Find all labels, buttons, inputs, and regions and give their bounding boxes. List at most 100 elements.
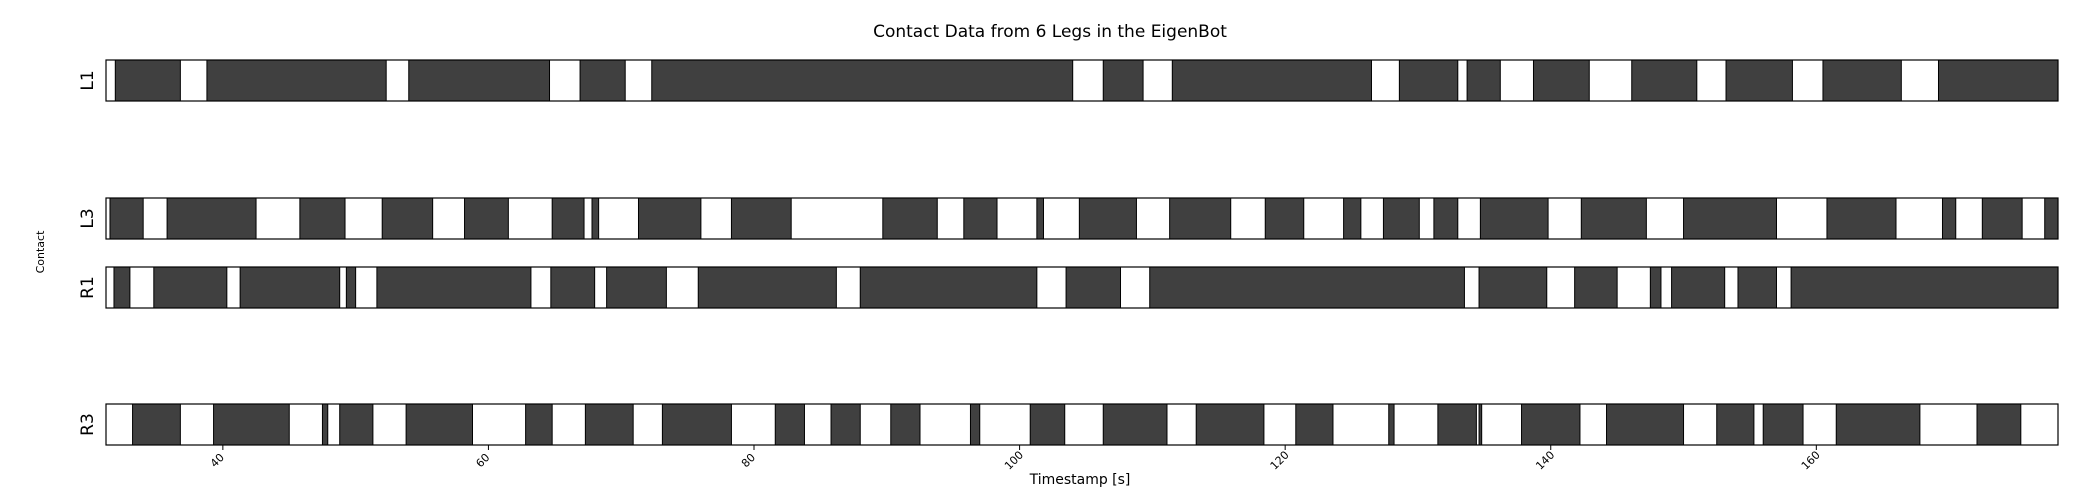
leg-label-r1: R1 [78,276,98,299]
contact-interval-l1 [1398,59,1459,102]
contact-interval-r1 [345,266,357,309]
contact-interval-l1 [1822,59,1902,102]
contact-interval-l1 [579,59,626,102]
contact-interval-l3 [464,197,509,240]
contact-interval-l3 [551,197,585,240]
x-tick-label: 160 [1799,449,1823,473]
contact-interval-r3 [1606,403,1685,446]
leg-track-l3: L3 [78,197,2059,240]
leg-frame-l1 [105,59,2059,102]
x-tick-label: 140 [1533,449,1557,473]
contact-interval-l3 [637,197,702,240]
contact-interval-l3 [730,197,792,240]
leg-frame-r3 [105,403,2059,446]
contact-interval-l3 [1580,197,1647,240]
contact-interval-r1 [697,266,837,309]
contact-interval-l3 [1826,197,1897,240]
contact-interval-r3 [132,403,181,446]
x-tick-label: 100 [1002,449,1026,473]
contact-interval-l3 [1479,197,1549,240]
contact-interval-r3 [890,403,921,446]
contact-interval-l3 [1169,197,1232,240]
contact-interval-r3 [584,403,634,446]
contact-interval-r1 [153,266,228,309]
contact-interval-r3 [1388,403,1395,446]
contact-interval-r3 [213,403,290,446]
contact-interval-r3 [661,403,732,446]
contact-interval-r3 [969,403,981,446]
contact-interval-r1 [1649,266,1662,309]
contact-interval-r3 [1029,403,1066,446]
contact-interval-r1 [1737,266,1777,309]
contact-interval-r1 [1478,266,1548,309]
leg-track-l1: L1 [78,59,2059,102]
contact-interval-l3 [166,197,257,240]
contact-interval-r3 [830,403,861,446]
contact-interval-l3 [591,197,600,240]
leg-track-r3: R3 [78,403,2059,446]
contact-interval-r3 [321,403,329,446]
leg-label-r3: R3 [78,413,98,436]
contact-interval-l1 [1631,59,1698,102]
leg-track-r1: R1 [78,266,2059,309]
contact-interval-r3 [1437,403,1477,446]
chart-title: Contact Data from 6 Legs in the EigenBot [873,22,1227,42]
contact-interval-l3 [1264,197,1305,240]
contact-interval-r3 [1102,403,1168,446]
contact-interval-l3 [1036,197,1044,240]
contact-interval-r3 [1521,403,1581,446]
contact-interval-r1 [376,266,532,309]
contact-interval-r3 [1762,403,1804,446]
contact-interval-r1 [859,266,1038,309]
contact-interval-r3 [774,403,805,446]
contact-interval-r3 [339,403,374,446]
leg-label-l1: L1 [78,70,98,90]
x-tick-label: 60 [473,451,492,470]
contact-interval-l3 [963,197,998,240]
contact-interval-r3 [405,403,473,446]
contact-interval-r1 [1065,266,1122,309]
contact-interval-l1 [408,59,551,102]
contact-interval-l3 [1343,197,1362,240]
contact-interval-r3 [1195,403,1265,446]
leg-frame-l3 [105,197,2059,240]
contact-interval-r1 [550,266,596,309]
contact-interval-r3 [1976,403,2022,446]
contact-interval-l1 [1725,59,1793,102]
leg-frame-r1 [105,266,2059,309]
contact-interval-l3 [1981,197,2023,240]
contact-interval-r1 [239,266,341,309]
contact-interval-r1 [1574,266,1618,309]
contact-interval-l3 [1433,197,1459,240]
contact-interval-l1 [1937,59,2059,102]
x-tick-label: 40 [208,451,227,470]
contact-interval-r1 [1790,266,2059,309]
contact-interval-l3 [2044,197,2059,240]
contact-interval-l3 [381,197,434,240]
contact-interval-r3 [1478,403,1483,446]
contact-interval-l1 [1466,59,1501,102]
contact-interval-r3 [525,403,553,446]
contact-interval-l3 [1683,197,1777,240]
x-axis-label: Timestamp [s] [1029,472,1131,488]
contact-interval-r3 [1716,403,1755,446]
contact-interval-l3 [109,197,144,240]
contact-interval-l3 [1382,197,1420,240]
contact-interval-r1 [1671,266,1726,309]
contact-interval-l1 [1171,59,1372,102]
leg-label-l3: L3 [78,208,98,228]
contact-interval-r1 [606,266,667,309]
contact-interval-l3 [1941,197,1957,240]
contact-interval-r3 [1295,403,1334,446]
contact-interval-l3 [299,197,346,240]
contact-interval-l3 [882,197,938,240]
contact-interval-l1 [651,59,1074,102]
contact-interval-l1 [1532,59,1590,102]
contact-interval-l1 [206,59,387,102]
x-tick-label: 80 [739,451,758,470]
contact-interval-l1 [1102,59,1144,102]
contact-interval-l3 [1078,197,1137,240]
plot-layer: L1 L3 R1 R3 40 60 80 100 120 140 160 [78,59,2059,473]
y-axis-label: Contact [34,230,47,273]
